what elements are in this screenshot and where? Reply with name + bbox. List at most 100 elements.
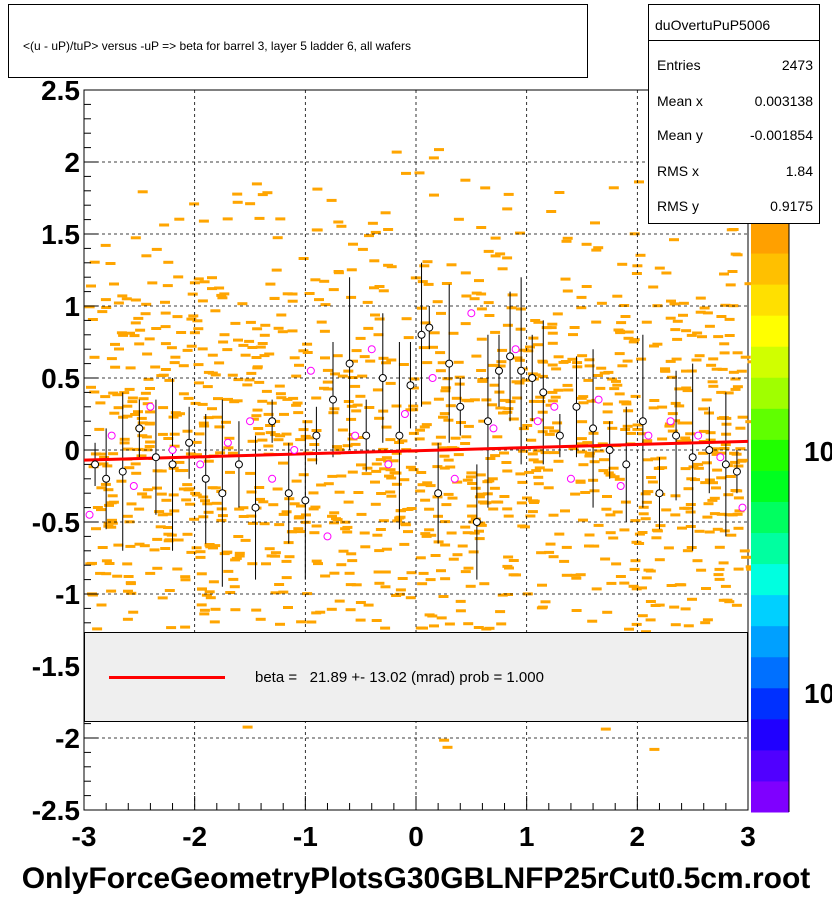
background-bin	[182, 429, 193, 433]
background-bin	[672, 319, 683, 323]
background-bin	[252, 327, 263, 331]
background-bin	[499, 451, 509, 455]
background-bin	[190, 491, 201, 495]
background-bin	[293, 516, 304, 520]
background-bin	[448, 557, 459, 561]
background-bin	[293, 527, 304, 531]
background-bin	[550, 395, 561, 399]
background-bin	[503, 192, 514, 196]
background-bin	[217, 514, 228, 518]
background-bin	[320, 303, 331, 307]
background-bin	[252, 366, 263, 370]
profile-point-black	[517, 366, 526, 375]
background-bin	[133, 410, 143, 414]
background-bin	[540, 600, 551, 604]
background-bin	[441, 282, 452, 285]
profile-point-black	[168, 460, 177, 469]
background-bin	[114, 347, 124, 351]
background-bin	[242, 383, 253, 387]
background-bin	[247, 439, 258, 443]
background-bin	[304, 292, 315, 295]
background-bin	[680, 436, 691, 440]
colorbar-segment	[751, 656, 789, 689]
background-bin	[643, 490, 654, 494]
background-bin	[698, 407, 709, 411]
background-bin	[409, 377, 420, 381]
background-bin	[672, 337, 683, 341]
x-tick-label: -1	[293, 821, 318, 852]
background-bin	[298, 349, 309, 353]
background-bin	[600, 727, 611, 731]
background-bin	[425, 578, 436, 582]
background-bin	[461, 294, 472, 298]
background-bin	[190, 401, 201, 405]
background-bin	[261, 562, 271, 566]
background-bin	[313, 562, 323, 566]
background-bin	[160, 311, 171, 315]
background-bin	[408, 404, 419, 408]
background-bin	[199, 608, 210, 612]
background-bin	[443, 492, 454, 496]
background-bin	[403, 530, 413, 534]
background-bin	[422, 361, 433, 365]
background-bin	[330, 372, 340, 376]
profile-point-black	[378, 374, 387, 382]
background-bin	[530, 319, 541, 322]
background-bin	[329, 571, 340, 575]
background-bin	[577, 420, 588, 424]
background-bin	[447, 446, 458, 450]
y-tick-label: 1.5	[41, 219, 80, 250]
background-bin	[198, 219, 209, 223]
background-bin	[591, 248, 602, 252]
background-bin	[251, 608, 262, 612]
background-bin	[197, 347, 208, 351]
background-bin	[631, 272, 642, 275]
y-tick-label: -2	[55, 723, 80, 754]
background-bin	[583, 378, 594, 382]
background-bin	[468, 550, 479, 554]
background-bin	[714, 545, 725, 549]
background-bin	[433, 397, 444, 401]
background-bin	[141, 302, 152, 306]
background-bin	[514, 358, 525, 362]
background-bin	[187, 292, 198, 296]
background-bin	[274, 523, 285, 527]
background-bin	[276, 396, 287, 400]
profile-point-black	[345, 359, 354, 368]
background-bin	[370, 502, 381, 506]
background-bin	[189, 202, 200, 206]
background-bin	[614, 477, 625, 481]
background-bin	[181, 498, 192, 502]
profile-point-black	[721, 460, 730, 469]
background-bin	[170, 411, 181, 415]
background-bin	[693, 466, 704, 470]
background-bin	[606, 581, 617, 585]
background-bin	[596, 366, 607, 370]
colorbar-segment	[751, 780, 789, 813]
y-tick-label: -1	[55, 579, 80, 610]
background-bin	[589, 460, 600, 464]
background-bin	[676, 583, 687, 587]
background-bin	[490, 236, 501, 240]
background-bin	[435, 369, 446, 373]
background-bin	[112, 574, 123, 578]
profile-point-magenta	[306, 366, 315, 375]
profile-point-black	[395, 431, 404, 440]
background-bin	[561, 545, 572, 549]
background-bin	[86, 284, 96, 288]
background-bin	[310, 505, 321, 509]
background-bin	[666, 584, 677, 587]
background-bin	[621, 402, 632, 406]
background-bin	[620, 315, 631, 318]
background-bin	[130, 413, 141, 416]
background-bin	[670, 623, 681, 627]
stats-value: 1.84	[785, 163, 813, 179]
background-bin	[434, 148, 444, 152]
background-bin	[568, 333, 578, 337]
background-bin	[348, 359, 358, 363]
background-bin	[421, 401, 432, 405]
background-bin	[504, 566, 514, 570]
background-bin	[151, 327, 162, 330]
background-bin	[142, 402, 153, 406]
background-bin	[142, 488, 153, 492]
